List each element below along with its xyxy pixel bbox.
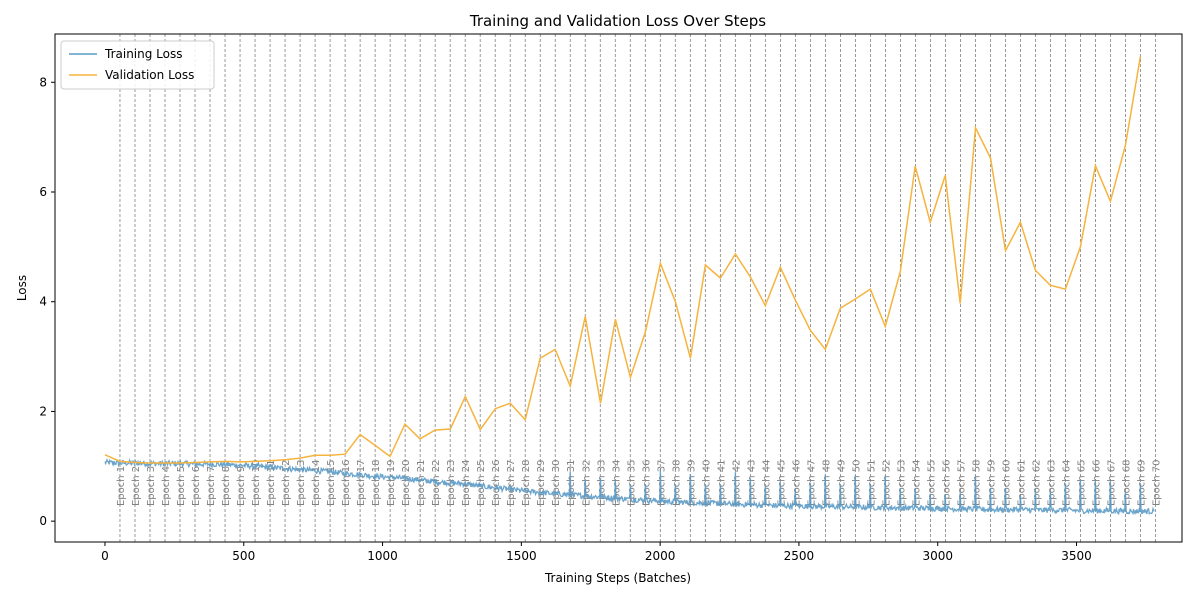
epoch-label: Epoch 49	[836, 459, 847, 506]
y-tick-label: 0	[39, 514, 47, 528]
x-tick-label: 3500	[1061, 549, 1092, 563]
epoch-label: Epoch 16	[341, 459, 352, 506]
epoch-label: Epoch 50	[851, 459, 862, 506]
epoch-label: Epoch 19	[386, 459, 397, 506]
legend-box	[60, 40, 215, 90]
y-axis-label: Loss	[15, 275, 29, 301]
epoch-label: Epoch 59	[987, 459, 998, 506]
epoch-label: Epoch 14	[311, 459, 322, 506]
epoch-label: Epoch 34	[611, 459, 622, 506]
epoch-label: Epoch 13	[296, 459, 307, 506]
legend: Training Loss Validation Loss	[60, 40, 215, 90]
training-loss-line	[104, 457, 1155, 516]
epoch-label: Epoch 45	[776, 459, 787, 506]
epoch-label: Epoch 43	[746, 459, 757, 506]
x-tick-label: 2000	[645, 549, 676, 563]
epoch-label: Epoch 41	[716, 459, 727, 506]
epoch-label: Epoch 57	[956, 459, 967, 506]
epoch-label: Epoch 53	[896, 459, 907, 506]
y-tick-label: 8	[39, 75, 47, 89]
epoch-label: Epoch 69	[1137, 459, 1148, 506]
epoch-label: Epoch 51	[866, 459, 877, 506]
epoch-label: Epoch 12	[281, 459, 292, 506]
epoch-label: Epoch 30	[551, 459, 562, 506]
epoch-label: Epoch 35	[626, 459, 637, 506]
epoch-label: Epoch 63	[1047, 459, 1058, 506]
epoch-label: Epoch 24	[461, 459, 472, 506]
epoch-label: Epoch 25	[476, 459, 487, 506]
epoch-label: Epoch 38	[671, 459, 682, 506]
x-tick-label: 0	[101, 549, 109, 563]
validation-loss-series	[104, 56, 1142, 464]
training-loss-series	[104, 457, 1155, 516]
epoch-label: Epoch 20	[401, 459, 412, 506]
epoch-label: Epoch 4	[161, 466, 172, 506]
chart-title: Training and Validation Loss Over Steps	[469, 12, 766, 30]
legend-label-training: Training Loss	[104, 47, 182, 61]
epoch-label: Epoch 18	[371, 459, 382, 506]
epoch-label: Epoch 65	[1077, 459, 1088, 506]
x-tick-label: 2500	[784, 549, 815, 563]
epoch-label: Epoch 11	[266, 459, 277, 506]
y-axis-ticks: 0 2 4 6 8	[39, 75, 55, 528]
x-tick-label: 500	[232, 549, 255, 563]
x-tick-label: 3000	[922, 549, 953, 563]
epoch-label: Epoch 36	[641, 459, 652, 506]
epoch-label: Epoch 60	[1002, 459, 1013, 506]
epoch-label: Epoch 8	[221, 466, 232, 506]
y-tick-label: 6	[39, 185, 47, 199]
epoch-label: Epoch 15	[326, 459, 337, 506]
y-tick-label: 4	[39, 295, 47, 309]
epoch-label: Epoch 40	[701, 459, 712, 506]
epoch-label: Epoch 5	[176, 466, 187, 506]
epoch-label: Epoch 56	[941, 459, 952, 506]
epoch-markers: Epoch 1 Epoch 2 Epoch 3 Epoch 4 Epoch 5 Epoch…	[116, 34, 1163, 542]
epoch-label: Epoch 61	[1017, 459, 1028, 506]
x-tick-label: 1000	[367, 549, 398, 563]
epoch-label: Epoch 32	[581, 459, 592, 506]
epoch-label: Epoch 44	[761, 459, 772, 506]
epoch-label: Epoch 9	[236, 466, 247, 506]
epoch-label: Epoch 66	[1092, 459, 1103, 506]
validation-loss-line	[104, 56, 1142, 464]
epoch-label: Epoch 70	[1152, 459, 1163, 506]
epoch-label: Epoch 26	[491, 459, 502, 506]
epoch-label: Epoch 28	[521, 459, 532, 506]
epoch-label: Epoch 52	[881, 459, 892, 506]
epoch-label: Epoch 10	[251, 459, 262, 506]
epoch-label: Epoch 3	[146, 466, 157, 506]
epoch-label: Epoch 62	[1032, 459, 1043, 506]
epoch-label: Epoch 37	[656, 459, 667, 506]
epoch-label: Epoch 39	[686, 459, 697, 506]
x-axis-label: Training Steps (Batches)	[544, 571, 691, 585]
y-tick-label: 2	[39, 404, 47, 418]
epoch-label: Epoch 17	[356, 459, 367, 506]
epoch-label: Epoch 48	[821, 459, 832, 506]
legend-label-validation: Validation Loss	[105, 68, 194, 82]
epoch-label: Epoch 6	[191, 466, 202, 506]
epoch-label: Epoch 1	[116, 466, 127, 506]
epoch-label: Epoch 27	[506, 459, 517, 506]
epoch-label: Epoch 29	[536, 459, 547, 506]
epoch-label: Epoch 47	[806, 459, 817, 506]
epoch-label: Epoch 31	[566, 459, 577, 506]
x-axis-ticks: 0 500 1000 1500 2000 2500 3000 3500	[101, 542, 1092, 563]
epoch-label: Epoch 55	[926, 459, 937, 506]
epoch-label: Epoch 46	[791, 459, 802, 506]
epoch-label: Epoch 54	[911, 459, 922, 506]
epoch-label: Epoch 21	[416, 459, 427, 506]
epoch-label: Epoch 33	[596, 459, 607, 506]
epoch-label: Epoch 42	[731, 459, 742, 506]
plot-frame	[54, 33, 1183, 543]
epoch-label: Epoch 7	[206, 466, 217, 506]
epoch-label: Epoch 64	[1062, 459, 1073, 506]
epoch-label: Epoch 2	[131, 466, 142, 506]
epoch-label: Epoch 68	[1122, 459, 1133, 506]
x-tick-label: 1500	[506, 549, 537, 563]
epoch-label: Epoch 67	[1107, 459, 1118, 506]
epoch-label: Epoch 58	[971, 459, 982, 506]
